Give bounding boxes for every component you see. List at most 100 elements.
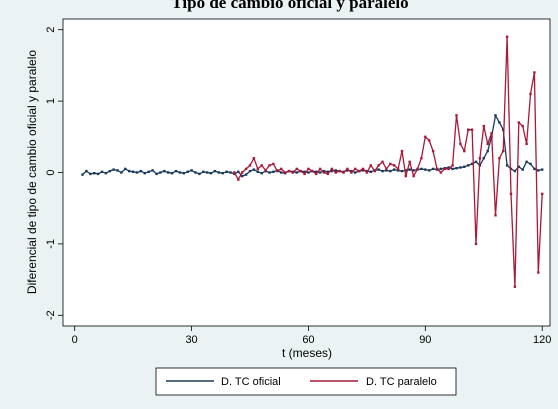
data-point — [502, 149, 505, 153]
data-point — [505, 35, 509, 38]
data-point — [163, 169, 166, 173]
data-point — [494, 114, 497, 117]
data-point — [202, 170, 205, 173]
x-tick-label: 120 — [533, 334, 551, 346]
data-point — [420, 167, 423, 171]
data-point — [513, 285, 517, 288]
data-point — [393, 168, 396, 171]
legend-label-paralelo: D. TC paralelo — [366, 376, 437, 388]
data-point — [272, 162, 275, 166]
data-point — [365, 171, 369, 174]
data-point — [502, 128, 505, 131]
data-point — [404, 174, 407, 178]
data-point — [463, 149, 466, 153]
data-point — [416, 167, 419, 171]
data-point — [217, 171, 220, 174]
data-point — [225, 170, 228, 173]
data-point — [334, 169, 337, 172]
y-axis-label: Diferencial de tipo de cambio oficial y … — [25, 50, 39, 294]
data-point — [447, 167, 450, 171]
data-point — [404, 169, 407, 172]
data-point — [213, 169, 217, 173]
data-point — [451, 167, 454, 171]
x-tick-label: 90 — [419, 334, 431, 346]
data-point — [85, 169, 88, 173]
data-point — [498, 157, 501, 160]
data-point — [513, 169, 517, 173]
data-point — [237, 170, 240, 173]
data-point — [330, 167, 333, 171]
data-point — [256, 170, 259, 173]
data-point — [264, 169, 267, 172]
data-point — [93, 172, 96, 175]
data-point — [381, 169, 384, 173]
data-point — [108, 169, 111, 173]
data-point — [377, 164, 380, 167]
data-point — [311, 169, 314, 173]
data-point — [280, 167, 283, 171]
data-point — [533, 167, 536, 171]
data-point — [295, 167, 298, 171]
data-point — [322, 169, 326, 173]
data-point — [241, 171, 244, 174]
data-point — [143, 172, 146, 175]
data-point — [291, 171, 295, 174]
data-point — [96, 172, 100, 176]
data-point — [346, 169, 349, 172]
data-point — [194, 171, 197, 174]
data-point — [252, 168, 256, 171]
data-point — [346, 167, 349, 171]
data-point — [357, 169, 361, 173]
data-point — [209, 172, 213, 175]
data-point — [396, 169, 400, 172]
data-point — [408, 168, 411, 171]
data-point — [178, 171, 182, 174]
data-point — [256, 167, 259, 171]
data-point — [252, 157, 256, 160]
data-point — [159, 171, 162, 174]
data-point — [474, 242, 478, 246]
data-point — [139, 169, 143, 173]
data-point — [509, 192, 513, 196]
data-point — [521, 168, 524, 171]
data-point — [128, 169, 131, 173]
data-point — [393, 164, 396, 167]
data-point — [435, 167, 439, 171]
data-point — [474, 160, 478, 163]
y-tick-label: 1 — [45, 98, 57, 104]
data-point — [517, 165, 520, 168]
data-point — [182, 172, 185, 175]
x-axis: 0 30 60 90 120 — [72, 326, 551, 346]
data-point — [529, 162, 532, 166]
data-point — [89, 172, 92, 176]
data-point — [295, 171, 298, 174]
data-point — [307, 171, 310, 174]
data-point — [439, 167, 443, 171]
x-tick-label: 30 — [185, 334, 197, 346]
data-point — [116, 169, 119, 172]
data-point — [467, 164, 470, 167]
data-point — [322, 171, 326, 174]
data-point — [408, 160, 411, 163]
data-point — [385, 167, 388, 171]
data-point — [147, 170, 150, 173]
data-point — [529, 92, 532, 96]
data-point — [431, 167, 435, 171]
data-point — [342, 171, 345, 174]
data-point — [248, 164, 252, 167]
data-point — [167, 171, 170, 174]
data-point — [241, 174, 244, 178]
data-point — [354, 167, 357, 171]
data-point — [315, 170, 318, 173]
series-layer — [81, 35, 544, 288]
data-point — [533, 71, 536, 74]
data-point — [206, 171, 209, 174]
data-point — [307, 167, 310, 171]
data-point — [451, 164, 454, 167]
data-point — [330, 169, 333, 173]
data-point — [459, 142, 462, 146]
data-point — [229, 171, 232, 174]
data-point — [455, 167, 458, 170]
data-point — [521, 124, 524, 128]
data-point — [272, 170, 275, 173]
